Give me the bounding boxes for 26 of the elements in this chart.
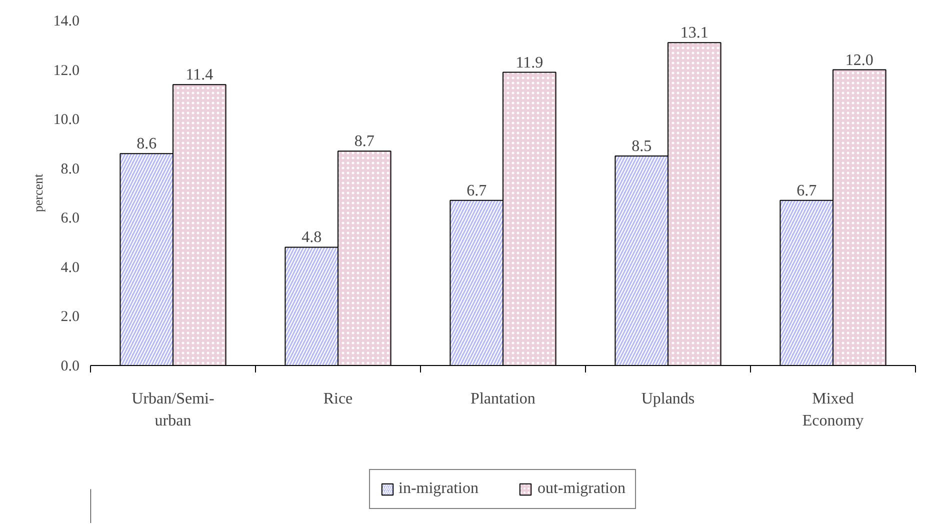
y-tick-label: 2.0 bbox=[60, 309, 80, 326]
y-tick-label: 14.0 bbox=[53, 14, 80, 30]
y-tick-label: 8.0 bbox=[60, 161, 80, 178]
y-tick-label: 6.0 bbox=[60, 210, 80, 227]
x-tick-label: Mixed Economy bbox=[802, 390, 864, 430]
data-label: 11.9 bbox=[516, 54, 544, 72]
data-label: 8.5 bbox=[632, 138, 652, 156]
y-tick-label: 10.0 bbox=[53, 112, 80, 128]
data-label: 11.4 bbox=[186, 66, 214, 84]
data-label: 6.7 bbox=[466, 182, 487, 200]
y-axis-title: percent bbox=[30, 173, 46, 212]
legend-label: out-migration bbox=[538, 480, 626, 498]
data-label: 4.8 bbox=[302, 229, 322, 246]
x-tick-label: Rice bbox=[323, 390, 353, 408]
y-tick-label: 4.0 bbox=[60, 260, 80, 276]
x-tick-label: Plantation bbox=[470, 390, 536, 408]
data-label: 8.7 bbox=[354, 133, 374, 150]
x-tick-label: Urban/Semi-urban bbox=[132, 390, 214, 430]
data-label: 8.6 bbox=[136, 136, 157, 153]
y-tick-label: 12.0 bbox=[53, 62, 80, 79]
x-tick-label: Uplands bbox=[641, 390, 695, 408]
data-label: 13.1 bbox=[680, 24, 708, 42]
data-label: 6.7 bbox=[796, 182, 817, 200]
legend-label: in-migration bbox=[398, 480, 478, 498]
y-tick-label: 0.0 bbox=[60, 358, 80, 374]
data-label: 12.0 bbox=[845, 52, 874, 69]
